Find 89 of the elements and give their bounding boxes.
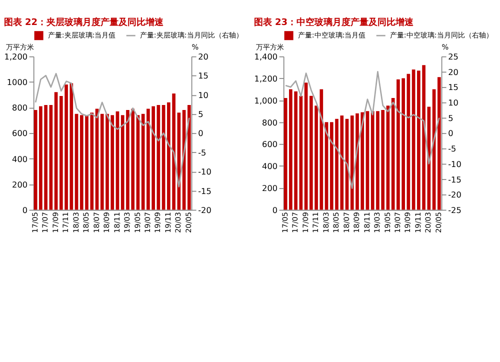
y2-tick-label: 25 [448,52,458,62]
line-series [34,72,190,188]
y-tick-label: 200 [262,183,278,194]
y2-tick-label: -5 [448,144,456,154]
x-tick-label: 17/05 [280,212,290,233]
y2-tick-label: 0 [448,128,454,138]
x-tick-label: 18/05 [332,212,341,233]
x-tick-label: 17/09 [50,212,60,233]
legend-label: 产量:中空玻璃:当月同比（右轴） [390,30,493,40]
x-tick-label: 20/05 [184,212,193,233]
x-tick-label: 19/05 [132,212,142,233]
x-tick-label: 18/07 [342,212,351,233]
y2-tick-label: 10 [448,98,458,108]
y-tick-label: 800 [12,102,28,113]
y2-tick-label: -10 [448,158,462,169]
bar [304,82,308,210]
y-tick-label: 600 [262,139,278,150]
y-tick-label: 1,200 [254,73,278,84]
legend-label: 产量:夹层玻璃:当月值 [48,30,116,40]
bar [187,104,191,210]
bar [34,110,38,210]
y2-axis-title: % [192,42,199,52]
y2-tick-label: -5 [198,147,206,158]
y-tick-label: 600 [12,128,28,138]
x-tick-label: 20/03 [174,212,183,233]
y2-tick-label: -15 [198,186,212,196]
chart-title: 图表 22：夹层玻璃月度产量及同比增速 [4,16,165,28]
y2-tick-label: 20 [448,66,458,77]
x-tick-label: 18/03 [71,212,80,233]
y2-tick-label: -20 [198,204,212,215]
x-tick-label: 19/05 [382,212,392,233]
x-tick-label: 19/11 [163,212,172,233]
bar [74,114,78,210]
x-tick-label: 19/07 [393,212,402,233]
y2-tick-label: 20 [198,52,208,62]
y-tick-label: 1,000 [254,95,278,106]
bar [437,77,441,210]
y-tick-label: 1,200 [4,52,28,62]
y-tick-label: 1000 [6,77,28,88]
x-tick-label: 19/09 [153,212,162,233]
bar [49,104,53,210]
x-tick-label: 17/05 [30,212,40,233]
legend-label: 产量:中空玻璃:当月值 [298,30,366,40]
x-tick-label: 19/03 [372,212,382,233]
y-tick-label: 200 [12,179,28,190]
x-tick-label: 19/09 [403,212,412,233]
y-tick-label: 400 [12,154,28,164]
x-tick-label: 18/09 [352,212,362,233]
x-tick-label: 17/07 [290,212,300,233]
x-tick-label: 18/11 [112,212,122,233]
x-tick-label: 19/11 [413,212,422,233]
x-tick-label: 17/09 [300,212,310,233]
y2-tick-label: 5 [198,109,204,120]
bar [284,98,288,210]
legend-label: 产量:夹层玻璃:当月同比（右轴） [140,30,243,40]
bar [366,111,370,210]
y-axis-title: 万平方米 [6,42,34,52]
x-tick-label: 17/07 [40,212,50,233]
x-tick-label: 18/07 [92,212,101,233]
x-tick-label: 19/03 [122,212,132,233]
line-series [284,71,440,189]
x-tick-label: 18/05 [82,212,91,233]
y2-tick-label: 15 [198,70,208,81]
y2-tick-label: 5 [448,112,454,123]
bar [54,92,58,210]
y2-axis-title: % [442,42,449,52]
y2-tick-label: -20 [448,190,462,200]
y-tick-label: 800 [262,117,278,128]
x-tick-label: 17/11 [61,212,70,233]
x-tick-label: 19/07 [143,212,152,233]
x-tick-label: 18/11 [362,212,372,233]
x-tick-label: 17/11 [311,212,320,233]
x-tick-label: 18/03 [321,212,330,233]
y-tick-label: 0 [272,204,278,215]
chart-title: 图表 23：中空玻璃月度产量及同比增速 [254,16,415,28]
y2-tick-label: -25 [448,204,462,215]
y-axis-title: 万平方米 [256,42,284,52]
y2-tick-label: -15 [448,174,462,184]
x-tick-label: 20/05 [434,212,443,233]
bar [299,96,303,210]
y2-tick-label: -10 [198,166,212,177]
y-tick-label: 1,400 [254,52,278,62]
x-tick-label: 18/09 [102,212,112,233]
y-tick-label: 0 [22,204,28,215]
y2-tick-label: 10 [198,90,208,100]
y2-tick-label: 0 [198,128,204,138]
y-tick-label: 400 [262,161,278,172]
x-tick-label: 20/03 [424,212,433,233]
y2-tick-label: 15 [448,82,458,92]
